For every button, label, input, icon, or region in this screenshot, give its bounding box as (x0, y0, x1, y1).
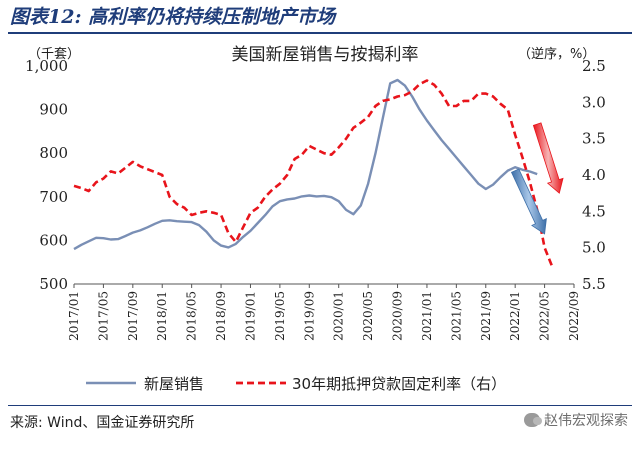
x-tick-label: 2020/01 (332, 291, 346, 341)
left-y-tick-label: 900 (39, 101, 68, 119)
x-tick-label: 2018/01 (155, 291, 169, 341)
x-tick-label: 2017/09 (126, 291, 140, 341)
legend-label-mortgage-rate: 30年期抵押贷款固定利率（右） (292, 375, 506, 393)
x-tick-label: 2022/01 (508, 291, 522, 341)
right-y-tick-label: 4.0 (582, 166, 606, 184)
x-tick-label: 2017/05 (96, 291, 110, 341)
legend: 新屋销售 30年期抵押贷款固定利率（右） (86, 375, 506, 393)
watermark-text: 赵伟宏观探索 (544, 413, 628, 429)
figure-header: 图表12: 高利率仍将持续压制地产市场 (10, 2, 630, 32)
trend-arrow-sales-down (510, 168, 547, 235)
series-line-mortgage-rate (73, 79, 554, 267)
x-tick-label: 2021/05 (449, 291, 463, 341)
x-tick-label: 2019/05 (273, 291, 287, 341)
wechat-icon (524, 413, 542, 427)
x-tick-label: 2020/09 (391, 291, 405, 341)
trend-arrow-rate-up (532, 122, 564, 194)
x-ticks: 2017/01 2017/05 2017/09 2018/01 2018/05 2018/… (67, 284, 581, 341)
legend-label-new-home-sales: 新屋销售 (144, 375, 204, 393)
right-axis-unit: （逆序，%） (518, 46, 595, 62)
left-y-ticks: 500 600 700 800 900 1,000 (25, 57, 68, 293)
footer-rule (8, 405, 632, 406)
left-y-tick-label: 1,000 (25, 57, 68, 75)
x-tick-label: 2022/05 (538, 291, 552, 341)
x-tick-label: 2019/01 (243, 291, 257, 341)
right-y-tick-label: 5.0 (582, 239, 606, 257)
x-tick-label: 2018/05 (185, 291, 199, 341)
x-tick-label: 2019/09 (302, 291, 316, 341)
right-y-tick-label: 2.5 (582, 57, 606, 75)
right-y-tick-label: 3.5 (582, 130, 606, 148)
right-y-tick-label: 4.5 (582, 202, 606, 220)
x-tick-label: 2017/01 (67, 291, 81, 341)
x-tick-label: 2021/09 (479, 291, 493, 341)
x-tick-label: 2022/09 (567, 291, 581, 341)
series-line-new-home-sales (73, 78, 538, 251)
header-rule (8, 32, 632, 34)
left-y-tick-label: 800 (39, 144, 68, 162)
left-y-tick-label: 700 (39, 188, 68, 206)
figure-title: 图表12: 高利率仍将持续压制地产市场 (10, 6, 336, 28)
x-tick-label: 2021/01 (420, 291, 434, 341)
watermark: 赵伟宏观探索 (524, 410, 628, 430)
right-y-ticks: 2.5 3.0 3.5 4.0 4.5 5.0 5.5 (582, 57, 606, 293)
right-y-tick-label: 3.0 (582, 93, 606, 111)
left-axis-unit: （千套） (28, 46, 80, 62)
left-y-tick-label: 500 (39, 275, 68, 293)
source-note: 来源: Wind、国金证券研究所 (10, 415, 195, 431)
x-tick-label: 2020/05 (361, 291, 375, 341)
left-y-tick-label: 600 (39, 231, 68, 249)
right-y-tick-label: 5.5 (582, 275, 606, 293)
x-tick-label: 2018/09 (214, 291, 228, 341)
chart-title: 美国新屋销售与按揭利率 (232, 45, 419, 65)
